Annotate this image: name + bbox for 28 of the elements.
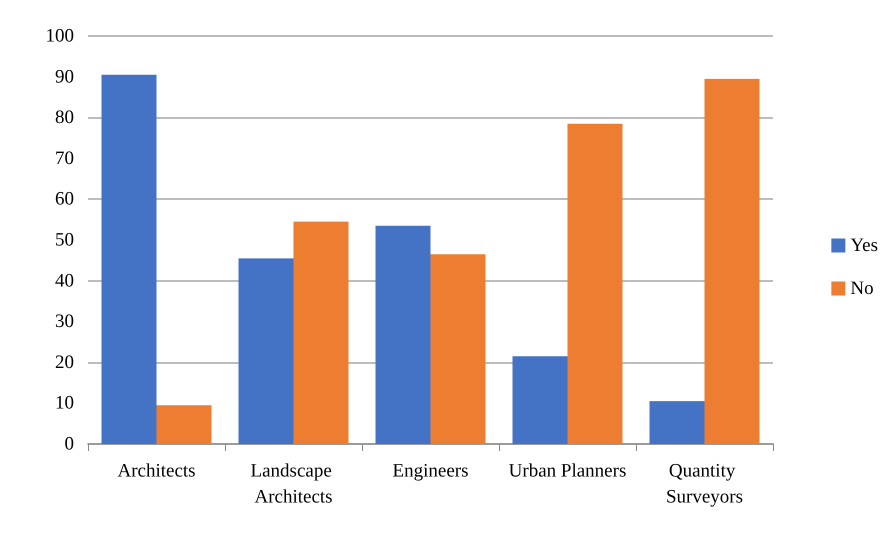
x-tick-label: Urban Planners xyxy=(508,460,626,482)
y-tick-label: 0 xyxy=(64,434,74,454)
y-tick-label: 90 xyxy=(55,66,74,88)
legend-label: No xyxy=(850,278,874,299)
bar xyxy=(568,124,622,444)
bar xyxy=(376,226,430,444)
bar xyxy=(294,222,348,444)
bar xyxy=(512,356,568,444)
y-tick-label: 30 xyxy=(55,311,74,332)
x-tick-label: Quantity Surveyors xyxy=(666,460,744,508)
bar xyxy=(102,74,156,444)
y-tick-label: 70 xyxy=(55,148,74,169)
bar xyxy=(238,258,294,444)
y-tick-label: 20 xyxy=(55,352,74,373)
legend-label: Yes xyxy=(850,235,878,256)
y-tick-label: 60 xyxy=(55,188,74,210)
x-tick-label: Architects xyxy=(117,460,196,482)
x-tick-label: Landscape Architects xyxy=(250,460,336,508)
y-tick-label: 100 xyxy=(46,26,74,46)
y-tick-label: 80 xyxy=(55,107,74,128)
y-tick-label: 50 xyxy=(55,230,74,250)
bar xyxy=(156,405,212,444)
bar xyxy=(650,401,704,444)
bar xyxy=(704,78,760,444)
bar xyxy=(430,254,486,444)
x-tick-label: Engineers xyxy=(392,460,468,482)
y-tick-label: 10 xyxy=(55,392,74,414)
y-tick-label: 40 xyxy=(55,270,74,292)
